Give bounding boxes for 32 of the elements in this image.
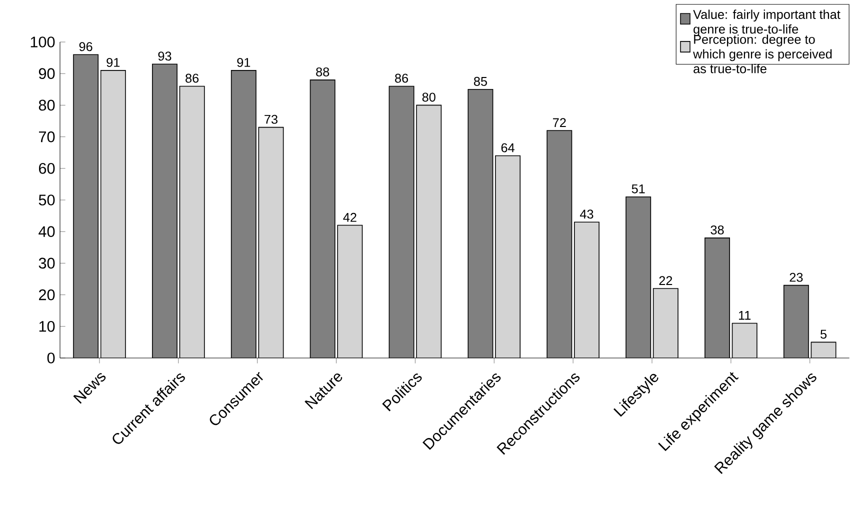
data-label: 96 <box>79 42 92 52</box>
y-tick-label: 0 <box>47 352 55 364</box>
data-label: 64 <box>501 143 514 152</box>
data-label: 88 <box>316 67 330 76</box>
y-tick-label: 100 <box>30 36 55 48</box>
data-label: 86 <box>186 74 199 83</box>
y-tick-label: 20 <box>39 289 55 300</box>
y-tick-label: 40 <box>38 226 55 238</box>
data-label: 38 <box>710 225 724 234</box>
y-tick-label: 50 <box>38 194 55 206</box>
data-label: 91 <box>106 58 120 67</box>
y-tick-label: 80 <box>38 100 55 111</box>
y-tick-label: 60 <box>39 162 55 174</box>
y-tick-label: 90 <box>38 68 55 80</box>
data-label: 11 <box>738 311 751 320</box>
data-label: 73 <box>264 114 278 124</box>
y-tick-label: 30 <box>38 258 55 269</box>
y-tick-label: 10 <box>39 320 55 332</box>
data-label: 51 <box>632 184 645 194</box>
legend-label: Perception: degree to which genre is perceived as true-to-life <box>693 34 832 74</box>
data-label: 80 <box>422 92 436 102</box>
data-label: 85 <box>474 76 487 86</box>
data-label: 42 <box>343 212 356 222</box>
data-label: 23 <box>790 272 803 282</box>
data-label: 91 <box>237 58 250 67</box>
data-label: 22 <box>659 276 672 285</box>
data-label: 5 <box>820 330 827 339</box>
data-label: 72 <box>553 118 566 127</box>
data-label: 43 <box>580 210 594 219</box>
data-label: 93 <box>158 52 172 61</box>
y-tick-label: 70 <box>39 131 55 142</box>
data-label: 86 <box>395 74 408 83</box>
